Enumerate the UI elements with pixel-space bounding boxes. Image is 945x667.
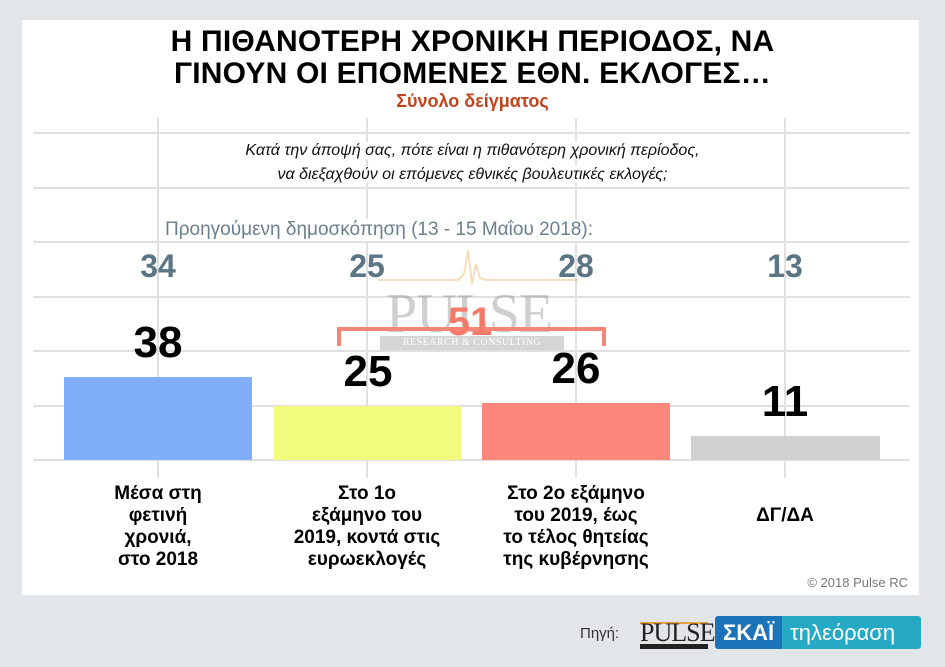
watermark-text: PULSE bbox=[386, 283, 553, 345]
question-line1: Κατά την άποψή σας, πότε είναι η πιθανότ… bbox=[241, 142, 704, 159]
survey-question: Κατά την άποψή σας, πότε είναι η πιθανότ… bbox=[0, 139, 945, 187]
gridline bbox=[33, 241, 910, 243]
pulse-wave-icon bbox=[378, 249, 578, 285]
gridline bbox=[575, 118, 577, 478]
chart-title-line1: Η ΠΙΘΑΝΟΤΕΡΗ ΧΡΟΝΙΚΗ ΠΕΡΙΟΔΟΣ, ΝΑ bbox=[170, 25, 775, 58]
category-label-line: της κυβέρνησης bbox=[503, 549, 649, 570]
gridline bbox=[366, 118, 368, 478]
copyright: © 2018 Pulse RC bbox=[807, 575, 908, 590]
gridline bbox=[33, 187, 910, 189]
category-label-line: του 2019, έως bbox=[514, 505, 638, 526]
chart-subtitle: Σύνολο δείγματος bbox=[396, 91, 549, 111]
bar-value: 26 bbox=[551, 344, 601, 393]
category-label-line: το τέλος θητείας bbox=[503, 527, 649, 548]
gridline bbox=[33, 132, 910, 134]
category-label: Στο 1ο εξάμηνο του 2019, κοντά στις ευρω… bbox=[272, 483, 462, 571]
pulse-logo-line bbox=[640, 622, 708, 624]
skai-logo: ΣΚΑΪ τηλεόραση bbox=[715, 616, 921, 649]
skai-brand: ΣΚΑΪ bbox=[715, 616, 783, 649]
gridline bbox=[784, 118, 786, 478]
category-label-line: στο 2018 bbox=[117, 549, 199, 570]
category-label-line: ευρωεκλογές bbox=[307, 549, 427, 570]
category-label-line: Μέσα στη bbox=[114, 483, 202, 504]
combined-bracket bbox=[337, 327, 606, 346]
gridline bbox=[33, 296, 910, 298]
skai-channel: τηλεόραση bbox=[782, 616, 921, 649]
watermark-subtext: RESEARCH & CONSULTING bbox=[380, 336, 564, 350]
category-label: Στο 2ο εξάμηνο του 2019, έως το τέλος θη… bbox=[481, 483, 671, 571]
pulse-watermark: PULSE RESEARCH & CONSULTING bbox=[378, 244, 578, 354]
category-label-line: φετινή bbox=[128, 505, 188, 526]
gridline bbox=[33, 350, 910, 352]
gridline bbox=[33, 405, 910, 407]
previous-value: 28 bbox=[558, 248, 594, 284]
bar-value: 11 bbox=[761, 377, 809, 426]
category-label-line: εξάμηνο του bbox=[311, 505, 423, 526]
bar-2019-h2 bbox=[482, 403, 670, 460]
source-label: Πηγή: bbox=[580, 625, 620, 642]
gridline bbox=[33, 459, 910, 461]
pulse-logo-text: PULSE bbox=[640, 618, 715, 647]
bar-value: 38 bbox=[133, 318, 183, 367]
bar-dk-na bbox=[691, 436, 880, 460]
question-line2: να διεξαχθούν οι επόμενες εθνικές βουλευ… bbox=[273, 166, 672, 183]
chart-title-line2: ΓΙΝΟΥΝ ΟΙ ΕΠΟΜΕΝΕΣ ΕΘΝ. ΕΚΛΟΓΕΣ… bbox=[174, 57, 771, 90]
category-label: ΔΓ/ΔΑ bbox=[690, 505, 880, 527]
category-label-line: Στο 1ο bbox=[337, 483, 397, 504]
chart-title: Η ΠΙΘΑΝΟΤΕΡΗ ΧΡΟΝΙΚΗ ΠΕΡΙΟΔΟΣ, ΝΑ ΓΙΝΟΥΝ… bbox=[0, 26, 945, 90]
gridline bbox=[157, 118, 159, 478]
category-label-line: Στο 2ο εξάμηνο bbox=[507, 483, 645, 504]
category-label-line: χρονιά, bbox=[124, 527, 192, 548]
previous-value: 25 bbox=[349, 248, 385, 284]
chart-panel bbox=[22, 20, 919, 595]
bar-2019-h1 bbox=[274, 406, 461, 460]
category-label: Μέσα στη φετινή χρονιά, στο 2018 bbox=[63, 483, 253, 571]
bar-2018 bbox=[64, 377, 252, 460]
previous-survey-label: Προηγούμενη δημοσκόπηση (13 - 15 Μαΐου 2… bbox=[165, 219, 597, 241]
previous-value: 34 bbox=[140, 248, 176, 284]
combined-value: 51 bbox=[447, 300, 493, 344]
category-label-line: 2019, κοντά στις bbox=[293, 527, 441, 548]
category-label-line: ΔΓ/ΔΑ bbox=[756, 505, 814, 526]
previous-value: 13 bbox=[767, 248, 803, 284]
bar-value: 25 bbox=[343, 347, 393, 396]
pulse-logo-subbar bbox=[640, 644, 708, 649]
pulse-logo: PULSE bbox=[640, 612, 715, 649]
